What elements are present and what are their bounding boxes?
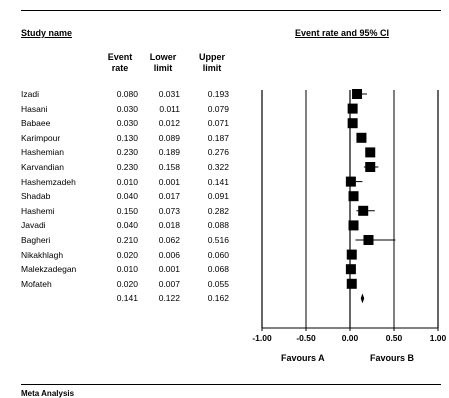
- event-rate-value: 0.080: [116, 89, 138, 99]
- point-estimate: [352, 89, 363, 99]
- summary-diamond: [360, 293, 365, 304]
- lower-limit-value: 0.089: [158, 132, 180, 143]
- plot-title: Event rate and 95% CI: [295, 28, 390, 38]
- event-rate-value: 0.150: [116, 205, 138, 216]
- upper-limit-value: 0.060: [207, 249, 229, 260]
- lower-limit-value: 0.073: [158, 205, 180, 216]
- lower-limit-value: 0.006: [158, 249, 180, 260]
- point-estimate: [348, 191, 359, 202]
- point-estimate: [346, 278, 357, 289]
- lower-limit-value: 0.018: [158, 220, 180, 231]
- lower-limit-value: 0.001: [158, 176, 180, 187]
- upper-limit-value: 0.282: [207, 205, 229, 216]
- event-rate-value: 0.130: [116, 132, 138, 143]
- study-name-header: Study name: [21, 28, 73, 38]
- event-rate-value: 0.040: [116, 191, 138, 202]
- study-name: Malekzadegan: [21, 264, 77, 275]
- upper-limit-value: 0.276: [207, 147, 229, 158]
- lower-limit-value: 0.189: [158, 147, 180, 158]
- point-estimate: [356, 132, 367, 143]
- upper-limit-value: 0.193: [207, 89, 229, 99]
- upper-limit-value: 0.322: [207, 162, 229, 172]
- lower-limit-value: 0.017: [158, 191, 180, 202]
- upper-limit-value: 0.141: [207, 176, 229, 187]
- study-name: Karvandian: [21, 162, 65, 172]
- event-rate-header: Event rate: [107, 52, 133, 73]
- lower-limit-value: 0.062: [158, 235, 180, 245]
- study-name: Nikakhlagh: [21, 249, 64, 260]
- event-rate-value: 0.010: [116, 264, 138, 275]
- event-rate-value: 0.040: [116, 220, 138, 231]
- upper-limit-value: 0.162: [207, 293, 229, 304]
- upper-limit-value: 0.079: [207, 103, 229, 114]
- study-name: Hashemzadeh: [21, 176, 76, 187]
- study-name: Hasani: [21, 103, 48, 114]
- upper-limit-value: 0.055: [207, 278, 229, 289]
- point-estimate: [348, 220, 359, 231]
- point-estimate: [365, 147, 376, 158]
- point-estimate: [363, 235, 374, 245]
- meta-analysis-label: Meta Analysis: [21, 389, 75, 398]
- footer-rule: [21, 384, 441, 385]
- study-name: Karimpour: [21, 132, 61, 143]
- point-estimate: [346, 249, 357, 260]
- upper-limit-value: 0.091: [207, 191, 229, 202]
- top-rule: [21, 10, 441, 11]
- x-tick-label: 0.00: [342, 333, 359, 343]
- favours-left-label: Favours A: [281, 353, 325, 363]
- upper-limit-value: 0.071: [207, 118, 229, 129]
- lower-limit-value: 0.011: [159, 103, 180, 114]
- point-estimate: [345, 176, 356, 187]
- event-rate-value: 0.210: [116, 235, 138, 245]
- lower-limit-value: 0.012: [158, 118, 180, 129]
- event-rate-value: 0.020: [116, 278, 138, 289]
- study-name: Javadi: [21, 220, 46, 231]
- upper-limit-value: 0.516: [207, 235, 229, 245]
- study-name: Izadi: [21, 89, 39, 99]
- lower-limit-value: 0.001: [158, 264, 180, 275]
- lower-limit-value: 0.158: [158, 162, 180, 172]
- event-rate-value: 0.020: [116, 249, 138, 260]
- point-estimate: [365, 162, 376, 172]
- upper-limit-value: 0.068: [207, 264, 229, 275]
- point-estimate: [347, 118, 358, 129]
- lower-limit-value: 0.007: [158, 278, 180, 289]
- point-estimate: [358, 205, 369, 216]
- upper-limit-value: 0.088: [207, 220, 229, 231]
- study-name: Bagheri: [21, 235, 51, 245]
- point-estimate: [347, 103, 358, 114]
- lower-limit-value: 0.122: [158, 293, 180, 304]
- event-rate-value: 0.010: [116, 176, 138, 187]
- study-name: Mofateh: [21, 278, 52, 289]
- event-rate-value: 0.030: [116, 118, 138, 129]
- x-tick-label: -1.00: [252, 333, 272, 343]
- x-tick-label: 1.00: [430, 333, 447, 343]
- event-rate-value: 0.030: [116, 103, 138, 114]
- lower-limit-header: Lower limit: [149, 52, 177, 73]
- point-estimate: [345, 264, 356, 275]
- study-name: Hashemian: [21, 147, 64, 158]
- x-tick-label: 0.50: [386, 333, 403, 343]
- upper-limit-value: 0.187: [207, 132, 229, 143]
- event-rate-value: 0.230: [116, 162, 138, 172]
- favours-right-label: Favours B: [370, 353, 415, 363]
- study-name: Babaee: [21, 118, 51, 129]
- study-name: Hashemi: [21, 205, 55, 216]
- study-name: Shadab: [21, 191, 51, 202]
- event-rate-value: 0.230: [116, 147, 138, 158]
- upper-limit-header: Upper limit: [198, 52, 225, 73]
- lower-limit-value: 0.031: [158, 89, 180, 99]
- event-rate-value: 0.141: [116, 293, 138, 304]
- x-tick-label: -0.50: [296, 333, 316, 343]
